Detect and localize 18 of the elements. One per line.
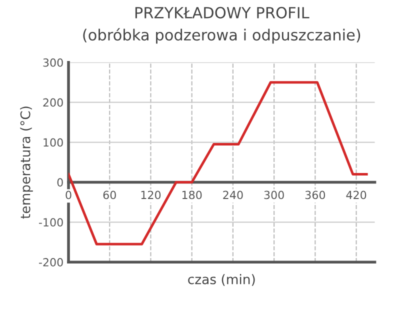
x-tick-label: 0 bbox=[66, 190, 72, 200]
y-tick-label: -200 bbox=[38, 258, 63, 266]
x-tick-label: 360 bbox=[305, 190, 326, 200]
y-tick-label: 300 bbox=[43, 58, 63, 67]
x-axis-title: czas (min) bbox=[188, 274, 255, 286]
x-tick-label: 300 bbox=[264, 190, 284, 200]
x-tick-label: 60 bbox=[103, 190, 116, 200]
y-tick-label: 200 bbox=[43, 98, 63, 107]
y-tick-label: 100 bbox=[44, 138, 63, 147]
x-tick-label: 120 bbox=[141, 190, 161, 200]
y-tick-label: -100 bbox=[38, 218, 63, 227]
chart-title: PRZYKŁADOWY PROFIL bbox=[135, 6, 310, 18]
y-axis-title: temperatura (°C) bbox=[20, 106, 33, 219]
chart-subtitle: (obróbka podzerowa i odpuszczanie) bbox=[83, 28, 360, 44]
x-tick-label: 420 bbox=[346, 190, 366, 200]
y-tick-label: 0 bbox=[57, 178, 63, 187]
x-tick-label: 240 bbox=[223, 190, 243, 200]
x-tick-label: 180 bbox=[182, 190, 202, 200]
